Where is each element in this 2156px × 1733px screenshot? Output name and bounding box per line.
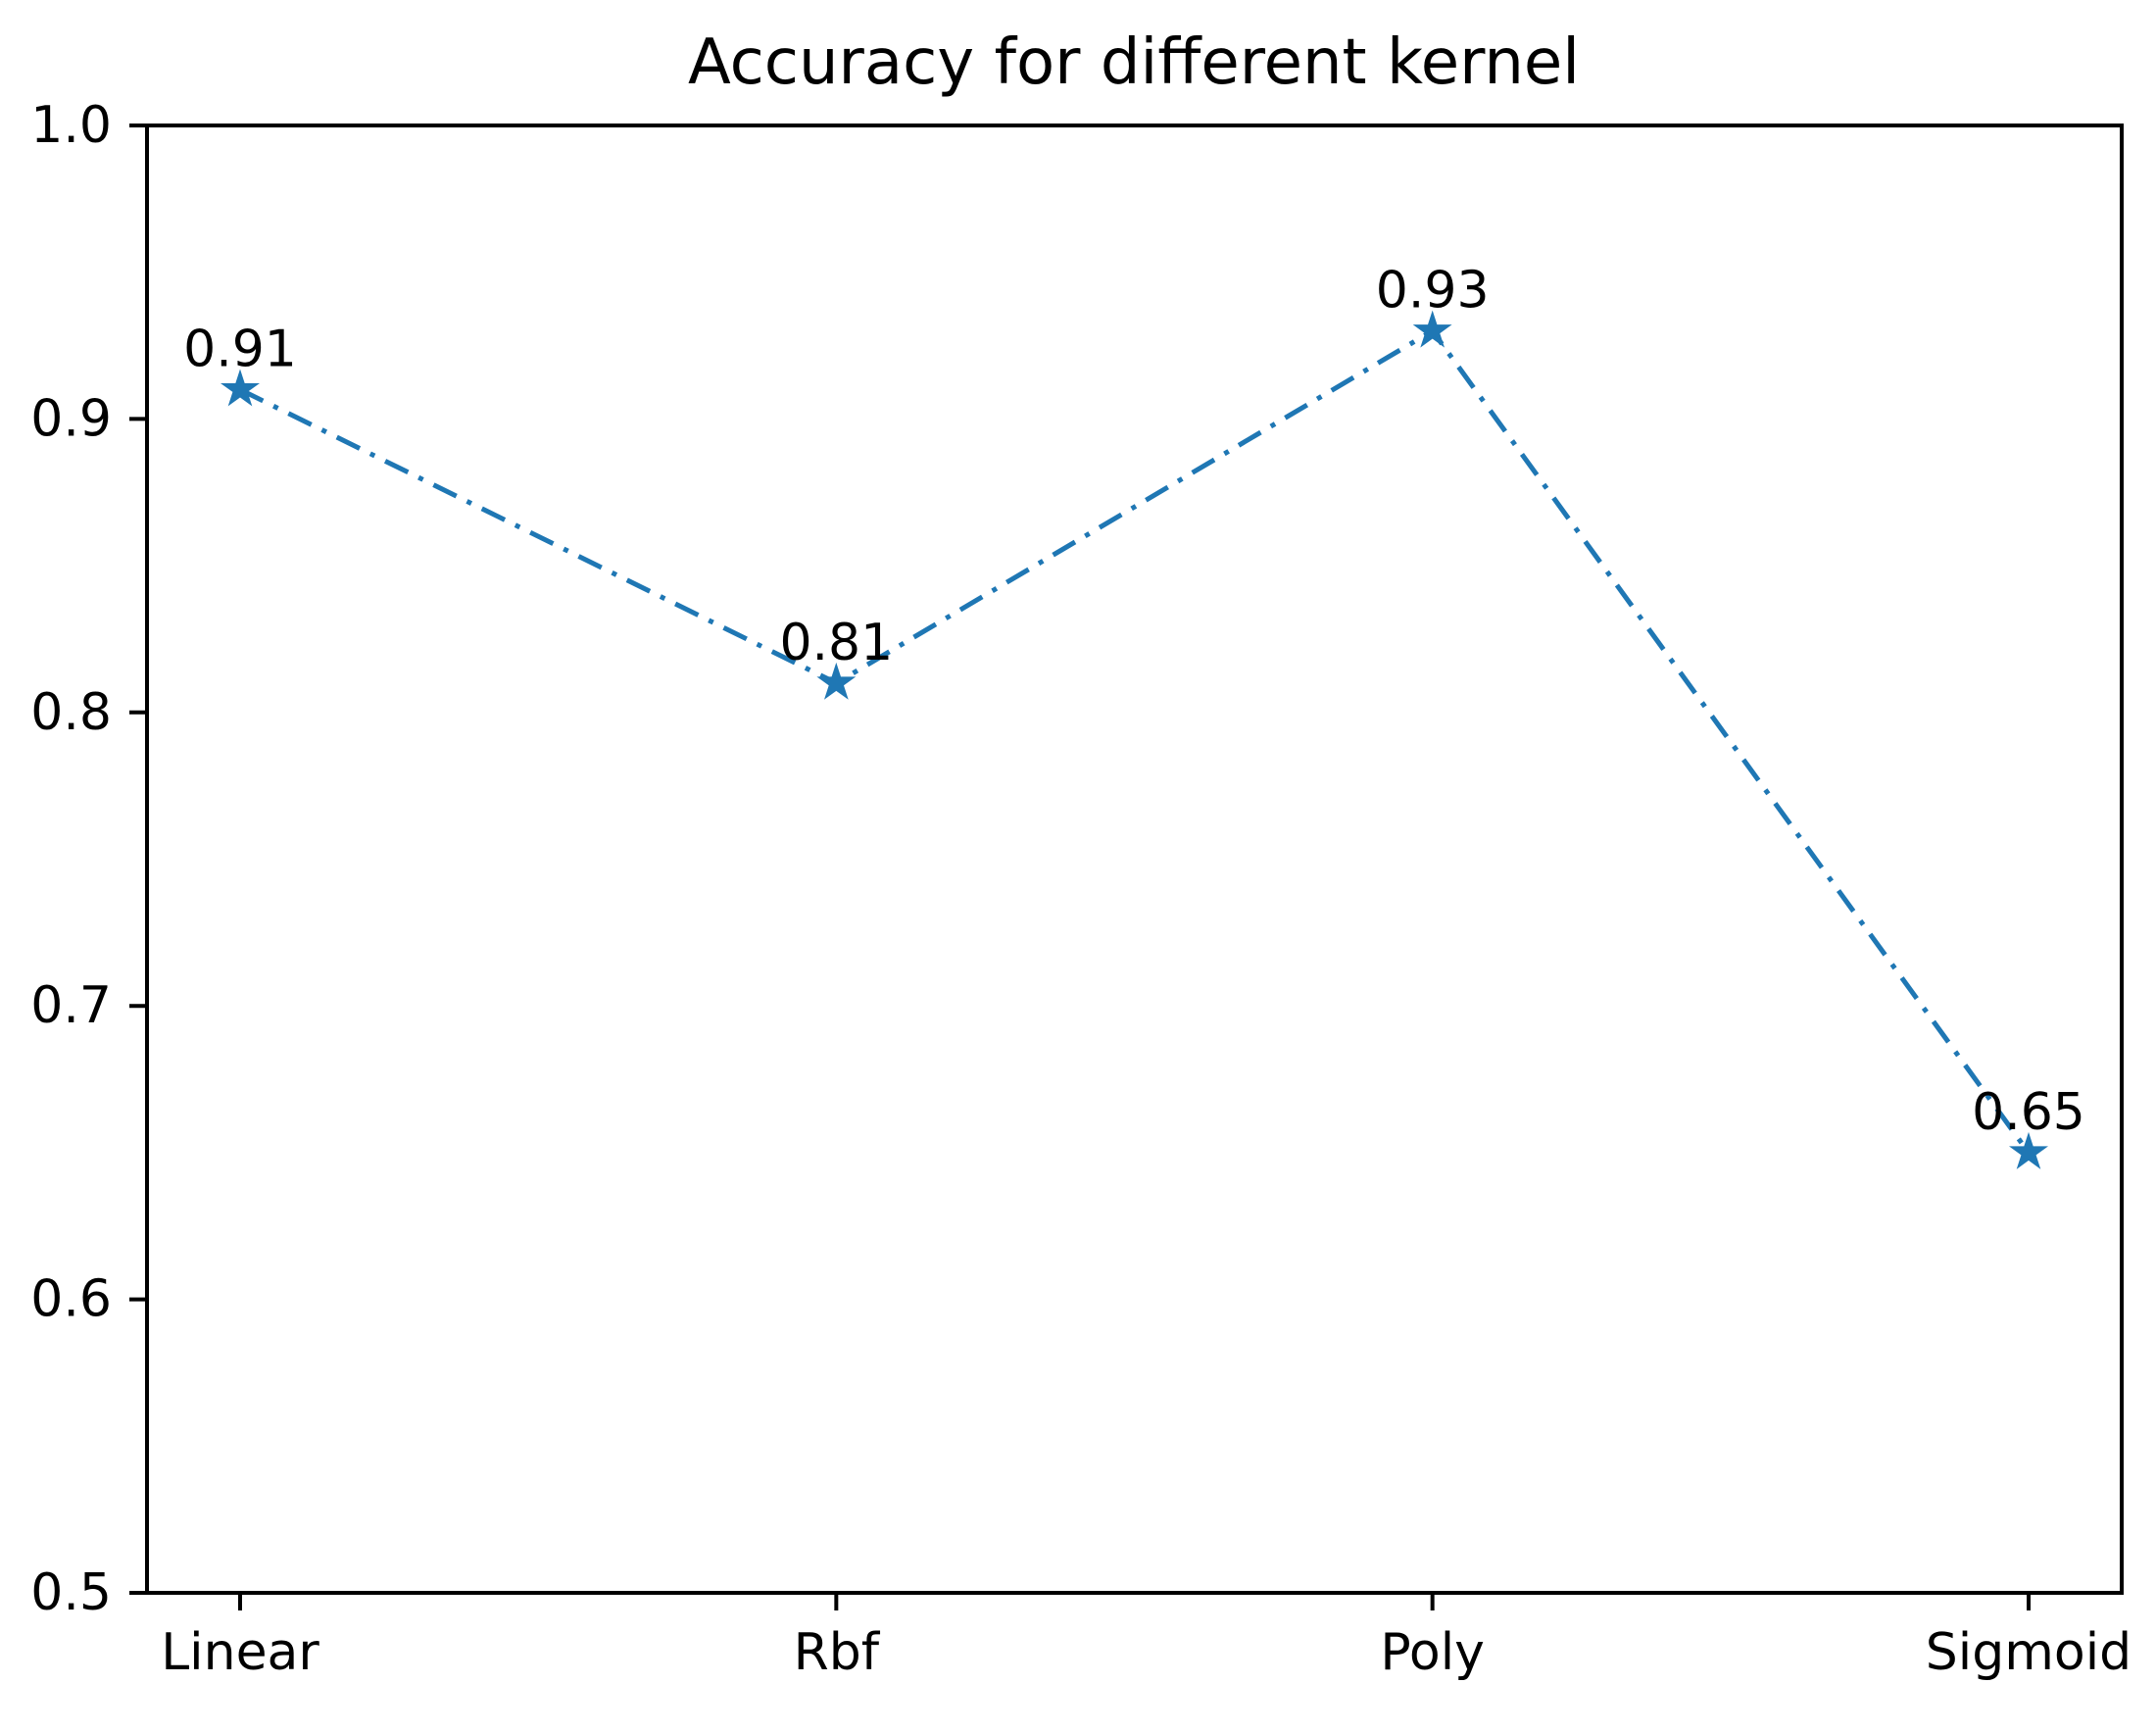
y-axis-tick-label: 0.9: [30, 389, 112, 448]
y-axis-tick-label: 0.6: [30, 1270, 112, 1329]
x-axis-tick-label: Linear: [161, 1623, 319, 1682]
x-axis-tick-label: Sigmoid: [1926, 1623, 2132, 1682]
y-axis-tick-label: 0.7: [30, 976, 112, 1035]
series-layer: [220, 310, 2048, 1169]
y-axis-tick-label: 0.8: [30, 683, 112, 742]
x-axis-tick-label: Rbf: [794, 1623, 881, 1682]
y-axis-tick-label: 0.5: [30, 1563, 112, 1622]
plot-frame: [145, 124, 2124, 1595]
axes-layer: 0.5 0.6 0.7 0.8 0.9 1.0 Linear Rbf Poly Sigmoid: [30, 96, 2132, 1682]
chart-title: Accuracy for different kernel: [688, 26, 1580, 99]
annotation-layer: 0.91 0.81 0.93 0.65: [183, 262, 2085, 1142]
data-point-marker-poly: [1412, 310, 1452, 348]
data-point-label-sigmoid: 0.65: [1972, 1083, 2085, 1142]
data-point-label-rbf: 0.81: [779, 614, 893, 672]
y-axis-tick-label: 1.0: [30, 96, 112, 155]
line-series-accuracy: [238, 327, 2032, 1155]
data-point-label-poly: 0.93: [1376, 262, 1490, 321]
x-axis-tick-label: Poly: [1380, 1623, 1485, 1682]
data-point-marker-sigmoid: [2009, 1131, 2048, 1169]
data-point-marker-linear: [220, 369, 260, 407]
data-point-label-linear: 0.91: [183, 320, 297, 378]
data-point-marker-rbf: [816, 662, 857, 700]
